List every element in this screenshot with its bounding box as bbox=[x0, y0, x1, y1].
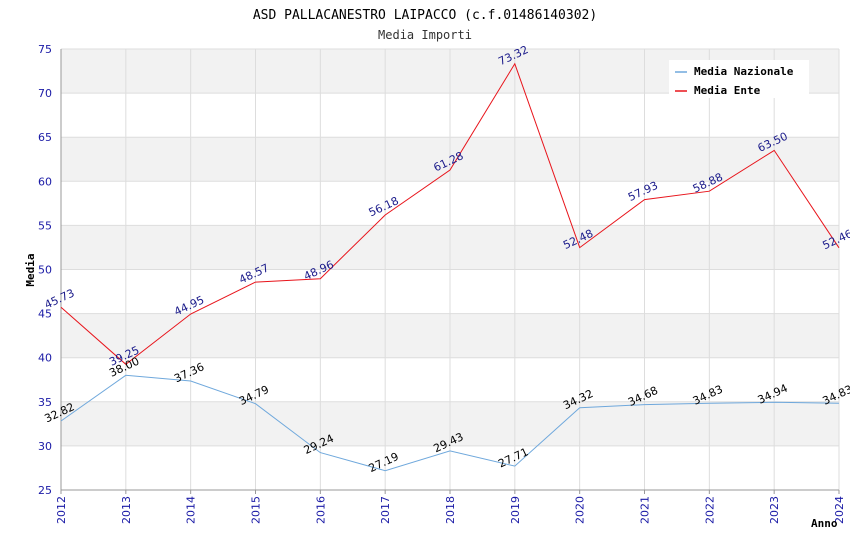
x-tick-label: 2014 bbox=[185, 496, 198, 524]
x-tick-label: 2017 bbox=[379, 496, 392, 524]
legend-box bbox=[669, 60, 809, 98]
y-tick-label: 75 bbox=[38, 43, 52, 56]
y-tick-label: 55 bbox=[38, 219, 52, 232]
x-tick-label: 2015 bbox=[250, 496, 263, 524]
y-tick-label: 25 bbox=[38, 484, 52, 497]
y-tick-label: 60 bbox=[38, 175, 52, 188]
legend-label-media-nazionale: Media Nazionale bbox=[694, 65, 794, 78]
x-tick-label: 2013 bbox=[120, 496, 133, 524]
y-tick-label: 65 bbox=[38, 131, 52, 144]
x-tick-label: 2021 bbox=[639, 496, 652, 524]
x-tick-label: 2022 bbox=[703, 496, 716, 524]
x-tick-label: 2012 bbox=[55, 496, 68, 524]
x-tick-label: 2018 bbox=[444, 496, 457, 524]
x-tick-label: 2016 bbox=[314, 496, 327, 524]
y-tick-labels: 25 30 35 40 45 50 55 60 65 70 75 bbox=[38, 43, 52, 497]
x-tick-labels: 2012 2013 2014 2015 2016 2017 2018 2019 2020 2021… bbox=[55, 496, 846, 524]
x-tick-label: 2019 bbox=[509, 496, 522, 524]
y-tick-label: 40 bbox=[38, 352, 52, 365]
axes bbox=[60, 49, 840, 494]
y-axis-label: Media bbox=[24, 253, 37, 286]
y-tick-label: 30 bbox=[38, 440, 52, 453]
x-tick-label: 2024 bbox=[833, 496, 846, 524]
series-lines bbox=[60, 62, 840, 472]
legend-label-media-ente: Media Ente bbox=[694, 84, 761, 97]
y-tick-label: 70 bbox=[38, 87, 52, 100]
series-line-media-ente bbox=[60, 62, 840, 365]
x-tick-label: 2020 bbox=[574, 496, 587, 524]
chart-title: ASD PALLACANESTRO LAIPACCO (c.f.01486140… bbox=[253, 8, 597, 23]
chart-subtitle: Media Importi bbox=[378, 28, 472, 42]
y-tick-label: 45 bbox=[38, 308, 52, 321]
y-tick-label: 50 bbox=[38, 264, 52, 277]
x-axis-label: Anno bbox=[811, 517, 838, 530]
legend: Media Nazionale Media Ente bbox=[669, 60, 809, 98]
series-line-media-nazionale bbox=[60, 374, 840, 472]
y-tick-label: 35 bbox=[38, 396, 52, 409]
x-tick-label: 2023 bbox=[768, 496, 781, 524]
